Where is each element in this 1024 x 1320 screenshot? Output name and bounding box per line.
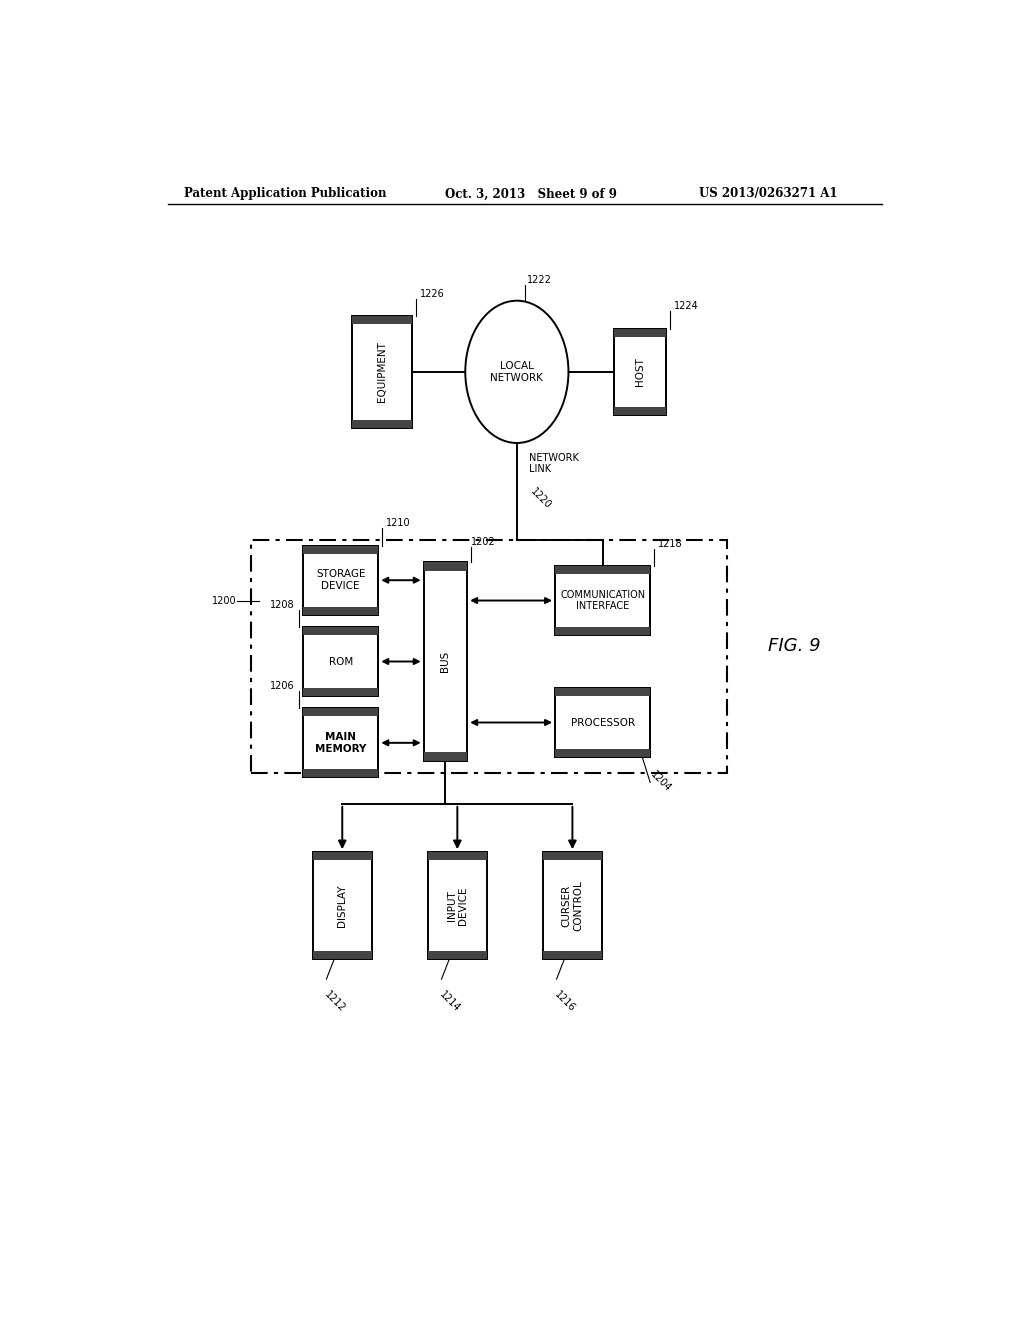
Text: LOCAL
NETWORK: LOCAL NETWORK	[490, 362, 544, 383]
Bar	[614, 329, 666, 337]
Text: HOST: HOST	[635, 358, 645, 387]
Text: 1218: 1218	[658, 539, 683, 549]
Text: FIG. 9: FIG. 9	[768, 638, 821, 655]
Bar	[428, 853, 487, 861]
Text: Patent Application Publication: Patent Application Publication	[183, 187, 386, 201]
Text: US 2013/0263271 A1: US 2013/0263271 A1	[699, 187, 838, 201]
Text: DISPLAY: DISPLAY	[337, 884, 347, 927]
Text: 1206: 1206	[270, 681, 295, 690]
Text: Oct. 3, 2013   Sheet 9 of 9: Oct. 3, 2013 Sheet 9 of 9	[445, 187, 617, 201]
Text: ROM: ROM	[329, 656, 353, 667]
Text: INPUT
DEVICE: INPUT DEVICE	[446, 886, 468, 925]
Text: 1216: 1216	[553, 989, 578, 1014]
Bar	[543, 950, 602, 958]
FancyBboxPatch shape	[352, 315, 412, 428]
Text: 1214: 1214	[437, 989, 462, 1014]
Bar	[352, 315, 412, 325]
Bar	[555, 748, 650, 758]
Bar	[424, 562, 467, 570]
Text: 1222: 1222	[527, 276, 552, 285]
Bar	[555, 566, 650, 574]
Bar	[543, 853, 602, 861]
Text: 1210: 1210	[386, 519, 411, 528]
FancyBboxPatch shape	[424, 562, 467, 760]
Text: NETWORK
LINK: NETWORK LINK	[528, 453, 579, 474]
FancyBboxPatch shape	[312, 853, 372, 958]
Bar	[303, 545, 379, 554]
Text: CURSER
CONTROL: CURSER CONTROL	[561, 880, 584, 931]
Bar	[312, 950, 372, 958]
Text: MAIN
MEMORY: MAIN MEMORY	[315, 733, 367, 754]
Text: 1220: 1220	[528, 487, 553, 511]
Bar	[303, 770, 379, 777]
FancyBboxPatch shape	[303, 627, 379, 696]
FancyBboxPatch shape	[303, 545, 379, 615]
Text: PROCESSOR: PROCESSOR	[570, 718, 635, 727]
Bar	[303, 607, 379, 615]
Bar	[303, 627, 379, 635]
Ellipse shape	[465, 301, 568, 444]
Bar	[555, 627, 650, 635]
Text: BUS: BUS	[440, 651, 451, 672]
Text: 1200: 1200	[212, 595, 237, 606]
Text: 1204: 1204	[648, 770, 673, 793]
FancyBboxPatch shape	[428, 853, 487, 958]
Text: 1212: 1212	[323, 989, 347, 1014]
Text: COMMUNICATION
INTERFACE: COMMUNICATION INTERFACE	[560, 590, 645, 611]
Bar	[428, 950, 487, 958]
Text: STORAGE
DEVICE: STORAGE DEVICE	[316, 569, 366, 591]
Text: 1202: 1202	[471, 537, 496, 548]
FancyBboxPatch shape	[303, 709, 379, 777]
Bar	[303, 709, 379, 717]
Text: 1224: 1224	[674, 301, 698, 312]
FancyBboxPatch shape	[543, 853, 602, 958]
Text: EQUIPMENT: EQUIPMENT	[377, 342, 387, 403]
Bar	[303, 688, 379, 696]
Bar	[555, 688, 650, 696]
FancyBboxPatch shape	[614, 329, 666, 414]
Bar	[614, 407, 666, 414]
Text: 1208: 1208	[270, 599, 295, 610]
Bar	[424, 752, 467, 760]
FancyBboxPatch shape	[555, 688, 650, 758]
FancyBboxPatch shape	[555, 566, 650, 635]
Bar	[312, 853, 372, 861]
Bar	[352, 420, 412, 428]
Text: 1226: 1226	[420, 289, 444, 298]
